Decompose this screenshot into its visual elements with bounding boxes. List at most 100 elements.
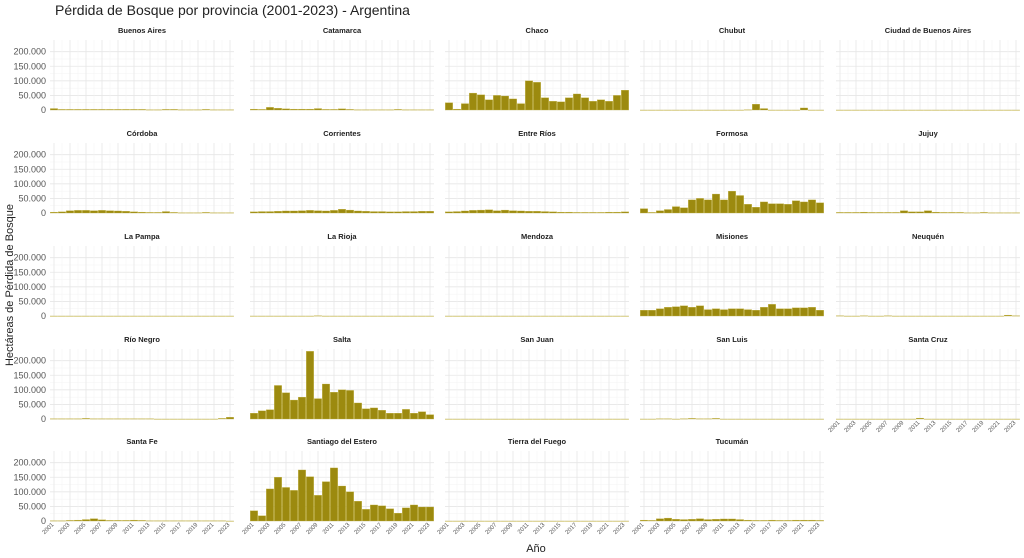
bar: [800, 519, 808, 522]
x-tick-label: 2023: [808, 522, 822, 536]
facet-title: Tierra del Fuego: [508, 437, 567, 446]
bar: [394, 413, 402, 420]
bar: [509, 210, 517, 214]
bar: [672, 306, 680, 317]
bar: [656, 210, 664, 214]
x-tick-label: 2019: [972, 420, 986, 434]
bar: [688, 418, 696, 420]
bar: [90, 109, 98, 111]
bar: [792, 307, 800, 317]
facet-title: Entre Ríos: [518, 129, 556, 138]
bar: [282, 108, 290, 111]
bar: [122, 109, 130, 111]
facet-panel: Tierra del Fuego 2001 2003 2005 2007 2009 2011…: [437, 437, 629, 536]
bar: [445, 102, 453, 111]
bar: [138, 520, 146, 522]
x-tick-label: 2021: [792, 522, 806, 536]
x-tick-label: 2003: [648, 522, 662, 536]
facet-title: Catamarca: [323, 26, 362, 35]
bar: [549, 101, 557, 111]
bar: [330, 210, 338, 214]
bar: [314, 210, 322, 214]
x-axis-label: Año: [526, 543, 546, 555]
bar: [202, 212, 210, 214]
bar: [808, 519, 816, 522]
bar: [860, 211, 868, 214]
x-tick-label: 2003: [58, 522, 72, 536]
x-tick-label: 2019: [581, 522, 595, 536]
bar: [597, 212, 605, 214]
facet-panel: La Pampa 0 50.000 100.000 150.000 200.000: [13, 232, 234, 321]
bar: [330, 109, 338, 111]
x-tick-label: 2017: [370, 522, 384, 536]
bar: [370, 407, 378, 420]
x-tick-label: 2023: [1004, 420, 1018, 434]
x-tick-label: 2011: [122, 522, 136, 536]
bar: [712, 308, 720, 317]
bar: [656, 308, 664, 317]
bar: [752, 520, 760, 522]
bar: [122, 520, 130, 522]
bar: [106, 210, 114, 214]
bar: [330, 467, 338, 522]
bar: [557, 211, 565, 214]
bar: [712, 193, 720, 214]
bar: [664, 307, 672, 317]
x-tick-label: 2017: [170, 522, 184, 536]
bar: [74, 109, 82, 111]
bar: [573, 93, 581, 111]
bar: [501, 95, 509, 111]
bar: [908, 211, 916, 214]
bar: [290, 108, 298, 111]
bar: [290, 490, 298, 522]
bar: [322, 481, 330, 522]
bar: [162, 211, 170, 214]
y-tick-label: 100.000: [13, 385, 46, 395]
bar: [892, 212, 900, 214]
bar: [98, 519, 106, 522]
bar: [760, 108, 768, 111]
bar: [394, 211, 402, 214]
bar: [346, 209, 354, 214]
facet-panel: Ciudad de Buenos Aires: [836, 26, 1020, 111]
bar: [640, 310, 648, 317]
y-tick-label: 100.000: [13, 487, 46, 497]
bar: [728, 190, 736, 214]
bar: [720, 309, 728, 317]
bar: [258, 211, 266, 214]
bar: [330, 392, 338, 420]
bar: [282, 210, 290, 214]
bar: [410, 413, 418, 420]
facet-panel: Chubut: [640, 26, 824, 111]
bar: [808, 199, 816, 214]
bar: [816, 520, 824, 522]
bar: [613, 211, 621, 214]
bar: [501, 209, 509, 214]
bar: [66, 520, 74, 522]
facet-title: Corrientes: [323, 129, 361, 138]
x-tick-label: 2009: [501, 522, 515, 536]
bar: [704, 309, 712, 317]
facet-panel: Formosa: [640, 129, 824, 214]
x-tick-label: 2011: [517, 522, 531, 536]
bar: [581, 97, 589, 111]
bar: [477, 94, 485, 111]
x-tick-label: 2013: [533, 522, 547, 536]
bar: [306, 351, 314, 420]
bar: [378, 410, 386, 420]
x-tick-label: 2013: [338, 522, 352, 536]
bar: [266, 488, 274, 522]
x-tick-label: 2001: [632, 522, 646, 536]
facet-title: Río Negro: [124, 335, 160, 344]
bar: [250, 413, 258, 420]
bar: [784, 308, 792, 317]
x-tick-label: 2005: [469, 522, 483, 536]
x-tick-label: 2001: [242, 522, 256, 536]
bar: [290, 399, 298, 420]
x-tick-label: 2019: [776, 522, 790, 536]
facet-panel: Neuquén: [836, 232, 1020, 317]
bar: [74, 519, 82, 522]
